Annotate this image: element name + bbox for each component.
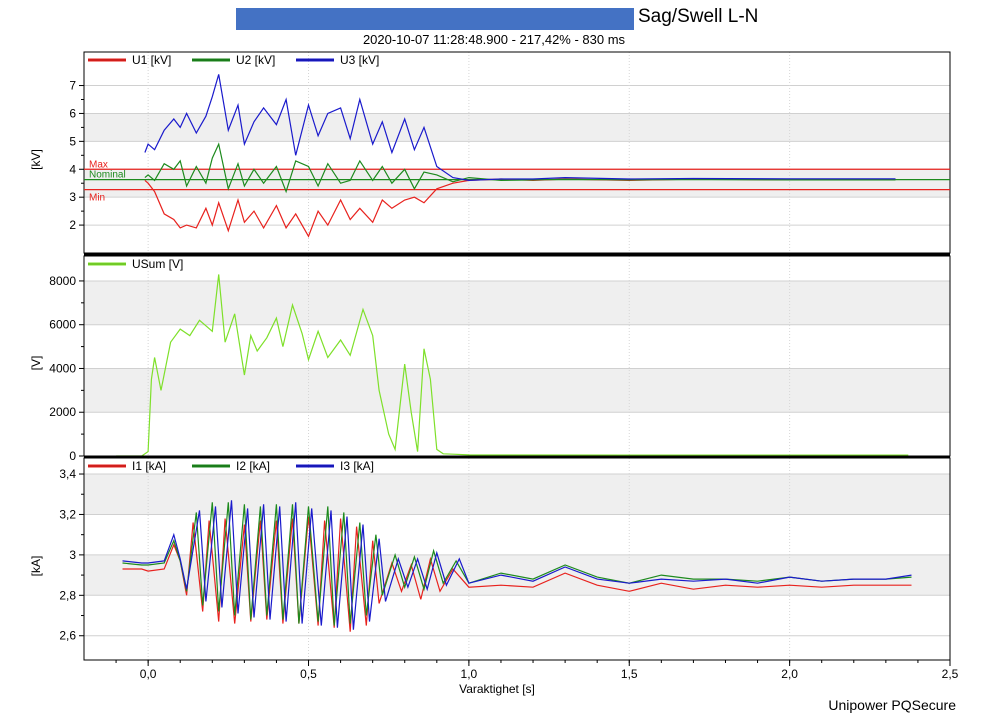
y-tick-label: 3	[69, 190, 76, 204]
y-tick-label: 7	[69, 79, 76, 93]
series-line	[122, 502, 912, 626]
x-tick-label: 2,5	[942, 667, 959, 681]
chart-title: Sag/Swell L-N	[638, 6, 759, 27]
grid-band	[84, 169, 950, 198]
y-tick-label: 2,6	[59, 629, 76, 643]
brand-label: Unipower PQSecure	[828, 697, 956, 713]
series-line	[122, 516, 912, 632]
threshold-label-min: Min	[89, 193, 105, 204]
y-tick-label: 4000	[49, 361, 76, 375]
y-axis-label: [kV]	[29, 149, 43, 170]
x-axis-label: Varaktighet [s]	[459, 682, 535, 696]
series-line	[116, 274, 909, 457]
y-tick-label: 2	[69, 218, 76, 232]
legend-label: I1 [kA]	[132, 459, 166, 473]
y-axis-label: [V]	[29, 356, 43, 371]
y-tick-label: 5	[69, 134, 76, 148]
grid-band	[84, 280, 950, 325]
grid-band	[84, 474, 950, 515]
grid-band	[84, 368, 950, 413]
x-tick-label: 2,0	[781, 667, 798, 681]
y-axis-label: [kA]	[29, 556, 43, 577]
series-line	[122, 500, 912, 630]
threshold-label-nominal: Nominal	[89, 170, 126, 181]
x-tick-label: 1,0	[461, 667, 478, 681]
legend-label: I2 [kA]	[236, 459, 270, 473]
legend-label: U3 [kV]	[340, 53, 379, 67]
y-tick-label: 3,4	[59, 467, 76, 481]
legend-label: U2 [kV]	[236, 53, 275, 67]
y-tick-label: 3	[69, 548, 76, 562]
y-tick-label: 6	[69, 106, 76, 120]
threshold-label-max: Max	[89, 159, 108, 170]
x-tick-label: 0,5	[300, 667, 317, 681]
legend-label: USum [V]	[132, 257, 183, 271]
y-tick-label: 8000	[49, 274, 76, 288]
y-tick-label: 2000	[49, 405, 76, 419]
panel-frame	[83, 457, 951, 661]
series-line	[144, 74, 896, 182]
legend-label: U1 [kV]	[132, 53, 171, 67]
panel-frame	[83, 51, 951, 254]
y-tick-label: 2,8	[59, 588, 76, 602]
redacted-title-bar	[236, 8, 634, 30]
x-tick-label: 1,5	[621, 667, 638, 681]
y-tick-label: 0	[69, 449, 76, 463]
legend-label: I3 [kA]	[340, 459, 374, 473]
chart-subtitle: 2020-10-07 11:28:48.900 - 217,42% - 830 …	[362, 32, 626, 47]
y-tick-label: 3,2	[59, 507, 76, 521]
y-tick-label: 4	[69, 162, 76, 176]
grid-band	[84, 113, 950, 142]
y-tick-label: 6000	[49, 318, 76, 332]
x-tick-label: 0,0	[140, 667, 157, 681]
series-line	[144, 142, 896, 194]
grid-band	[84, 554, 950, 596]
